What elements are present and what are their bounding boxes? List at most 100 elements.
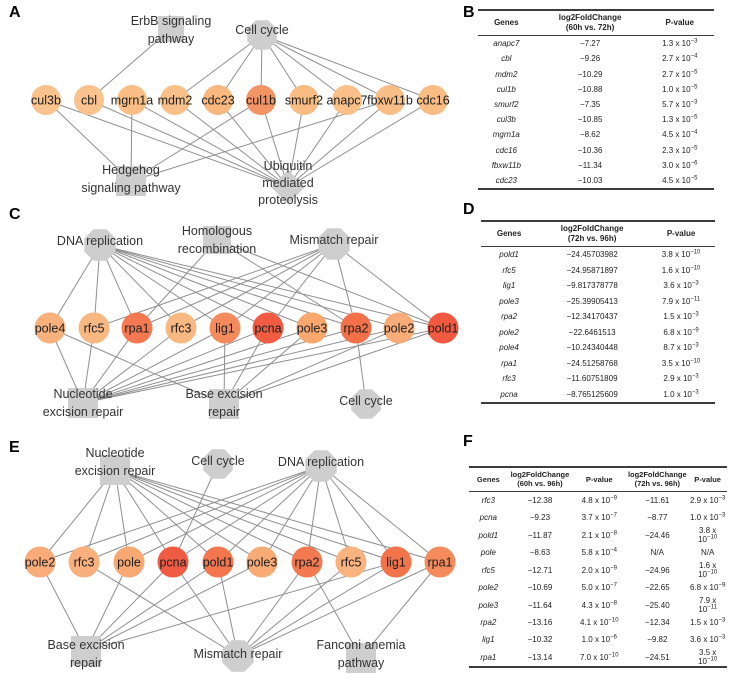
edge-mmr-lig1 [237, 561, 397, 657]
network-E-edges [39, 463, 441, 659]
gene-node-rpa2 [291, 546, 323, 578]
value-cell: −10.85 [577, 115, 603, 125]
column-header: P-value [647, 221, 715, 248]
edge-mmr-rfc5 [237, 561, 352, 657]
pvalue-exponent: −3 [718, 634, 726, 641]
pvalue-exponent: −11 [707, 604, 717, 611]
value-cell: −10.88 [577, 84, 603, 94]
pathway-node-hh [116, 166, 146, 196]
gene-cell: rpa2 [501, 312, 518, 322]
gene-cell: rpa2 [480, 618, 497, 627]
edge-dnarep-rfc3 [99, 244, 182, 329]
gene-node-anapc7 [332, 85, 362, 115]
pvalue-exponent: −9 [610, 495, 617, 502]
gene-cell: pold1 [499, 250, 519, 260]
edge-dnarep-pold1 [217, 465, 322, 563]
value-cell: −24.96 [644, 565, 670, 575]
edge-mmr-rfc3 [83, 561, 239, 657]
gene-cell: pcna [500, 389, 518, 399]
edge-ump-anapc7 [287, 99, 348, 188]
edge-ner-rpa1 [114, 469, 441, 563]
gene-node-cul1b [246, 85, 276, 115]
pvalue-exponent: −4 [690, 53, 698, 60]
edge-ner-lig1 [82, 327, 226, 404]
value-cell: −11.61 [645, 496, 670, 505]
gene-node-fbxw11b [375, 85, 405, 115]
pathway-label-ner: excision repair [75, 464, 156, 478]
pvalue-exponent: −3 [691, 280, 699, 287]
table-row: smurf2 −7.35 5.7 x 10−3 [478, 97, 714, 112]
pvalue-exponent: −3 [690, 99, 698, 106]
value-cell: −8.77 [647, 513, 668, 522]
value-cell: 2.1 x 10−8 [581, 529, 617, 540]
value-cell: 5.0 x 10−7 [581, 582, 617, 592]
value-cell: 1.0 x 10−5 [662, 84, 698, 94]
gene-cell: anapc7 [493, 39, 520, 49]
pathway-node-fa [346, 643, 376, 673]
gene-node-pcna [252, 312, 284, 344]
edge-mmr-rpa1 [136, 243, 335, 329]
pvalue-exponent: −5 [690, 84, 698, 91]
gene-cell: cul3b [496, 115, 516, 125]
value-cell: −25.39905413 [566, 296, 618, 306]
value-cell: 1.0 x 10−3 [663, 389, 699, 399]
table-row: anapc7 −7.27 1.3 x 10−3 [478, 36, 714, 52]
pvalue-exponent: −4 [610, 547, 617, 554]
pvalue-exponent: −5 [690, 69, 698, 75]
table-row: pold1 −11.87 2.1 x 10−8 −24.46 3.8 x 10−10 [469, 526, 727, 544]
value-cell: −11.64 [527, 600, 552, 610]
table-row: rfc5 −12.71 2.0 x 10−9 −24.96 1.6 x 10−10 [469, 561, 727, 579]
gene-node-pole2 [383, 312, 415, 344]
edge-cc-fbxw11b [261, 34, 391, 101]
value-cell: −9.23 [529, 513, 551, 522]
gene-cell: rfc5 [502, 265, 516, 275]
value-cell: −10.69 [527, 583, 553, 592]
pathway-node-mmr [222, 640, 254, 672]
pvalue-exponent: −6 [610, 634, 617, 641]
gene-node-pold1 [202, 546, 234, 578]
value-cell: 1.5 x 10−3 [663, 311, 699, 322]
gene-node-pole3 [296, 312, 328, 344]
column-header: Genes [478, 10, 535, 37]
value-cell: 2.3 x 10−5 [662, 144, 698, 155]
gene-cell: lig1 [502, 281, 516, 291]
column-header: log2FoldChange (72h vs. 96h) [537, 221, 648, 248]
pvalue-exponent: −3 [718, 495, 726, 502]
gene-label-rpa2: rpa2 [343, 322, 368, 336]
edge-ump-mgrn1a [131, 99, 289, 188]
gene-label-rpa1: rpa1 [427, 556, 452, 570]
pathway-label-hh: signaling pathway [81, 181, 181, 195]
gene-node-cdc16 [418, 85, 448, 115]
value-cell: 2.9 x 10−3 [689, 495, 726, 505]
edge-fa-rpa1 [360, 561, 441, 659]
table-F: Genes log2FoldChange (60h vs. 96h) P-value l… [469, 466, 727, 668]
value-cell: 6.8 x 10−9 [663, 327, 699, 337]
edge-ber-lig1 [85, 561, 397, 652]
edge-ump-cdc16 [287, 99, 434, 188]
gene-label-smurf2: smurf2 [285, 94, 323, 108]
value-cell: 3.5 x 10−10 [661, 358, 701, 368]
value-cell: −9.82 [647, 635, 668, 644]
panel-label-c: C [9, 206, 21, 223]
edge-dnarep-pole [128, 465, 322, 563]
pathway-label-fa: pathway [338, 656, 385, 670]
pathway-node-ump [271, 170, 305, 204]
pvalue-exponent: −8 [610, 599, 617, 606]
gene-label-lig1: lig1 [215, 322, 235, 336]
value-cell: 1.6 x 10−10 [698, 561, 718, 579]
pvalue-exponent: −10 [706, 656, 718, 663]
pvalue-exponent: −7 [610, 512, 617, 519]
pathway-label-hr: recombination [178, 242, 257, 256]
table-row: fbxw11b −11.34 3.0 x 10−6 [478, 158, 714, 173]
value-cell: −11.60751809 [566, 374, 618, 384]
gene-label-pcna: pcna [254, 322, 281, 336]
gene-label-pole3: pole3 [247, 556, 278, 570]
gene-cell: rpa1 [501, 358, 518, 368]
column-header: log2FoldChange (60h vs. 72h) [534, 10, 646, 37]
gene-cell: lig1 [482, 635, 495, 644]
deg-table-b: Genes log2FoldChange (60h vs. 72h) P-value a… [478, 9, 714, 191]
edge-dnarep-pold1 [99, 244, 444, 329]
column-header: log2FoldChange (72h vs. 96h) [626, 467, 689, 492]
table-row: lig1 −10.32 1.0 x 10−6 −9.82 3.6 x 10−3 [469, 631, 727, 648]
pathway-node-mmr [318, 228, 350, 260]
